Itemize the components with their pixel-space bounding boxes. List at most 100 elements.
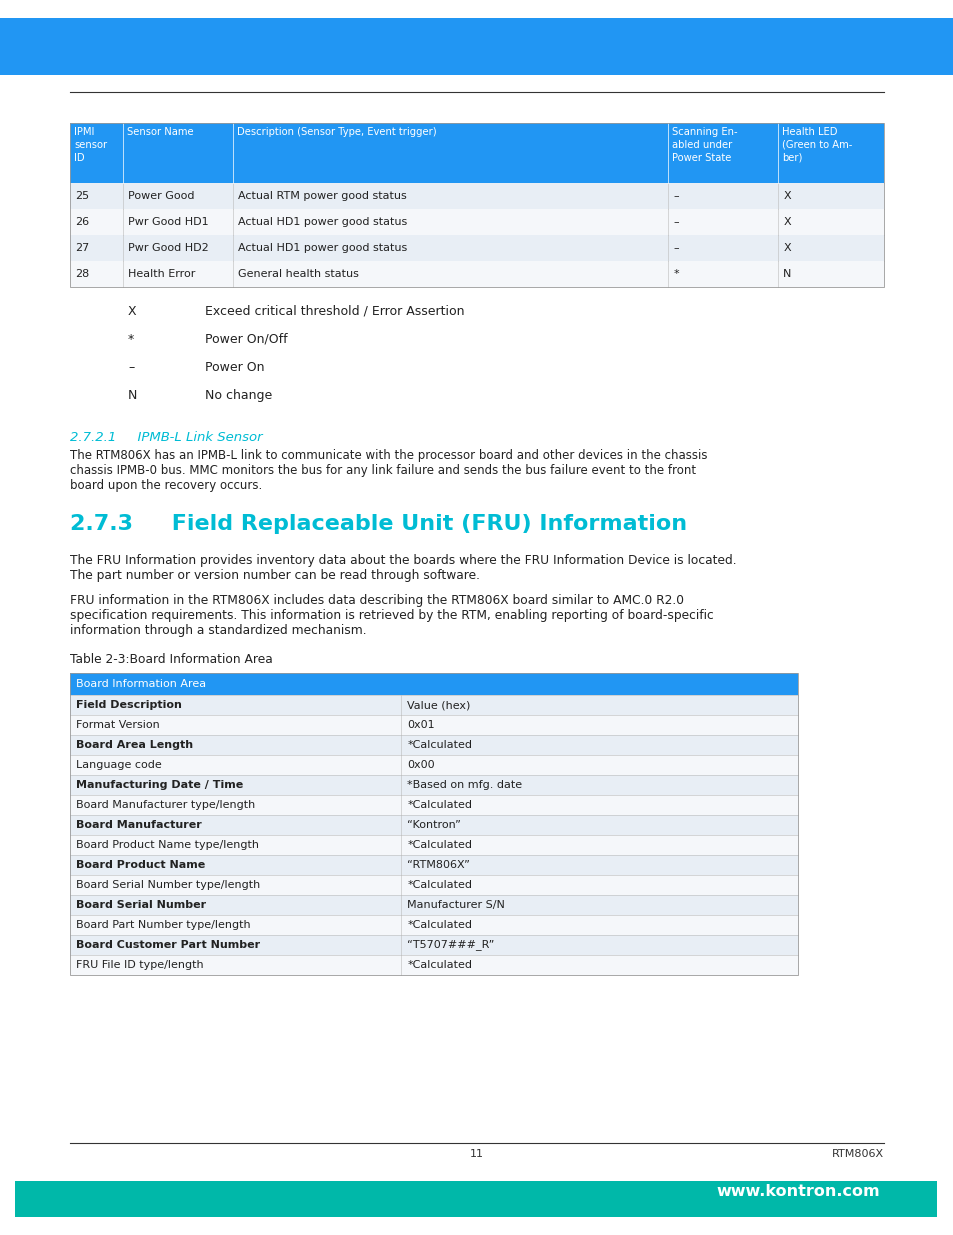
Text: Power On: Power On — [205, 361, 264, 374]
Text: www.kontron.com: www.kontron.com — [716, 1183, 879, 1198]
Bar — [70, 815, 797, 835]
Text: *: * — [128, 333, 134, 346]
Text: X: X — [782, 191, 790, 201]
Bar — [70, 209, 883, 235]
Bar — [0, 1163, 953, 1181]
Bar — [70, 735, 797, 755]
Bar — [70, 876, 797, 895]
Text: “T5707###_R”: “T5707###_R” — [407, 940, 494, 951]
Bar — [70, 776, 797, 795]
Text: –: – — [673, 243, 679, 253]
Text: FRU information in the RTM806X includes data describing the RTM806X board simila: FRU information in the RTM806X includes … — [70, 594, 683, 606]
Bar — [0, 1216, 953, 1235]
Text: X: X — [128, 305, 136, 317]
Bar — [70, 895, 797, 915]
Text: *Based on mfg. date: *Based on mfg. date — [407, 781, 522, 790]
Text: Board Manufacturer type/length: Board Manufacturer type/length — [76, 800, 255, 810]
Text: Description (Sensor Type, Event trigger): Description (Sensor Type, Event trigger) — [236, 127, 436, 137]
Text: Value (hex): Value (hex) — [407, 700, 470, 710]
Text: –: – — [673, 217, 679, 227]
Text: Format Version: Format Version — [76, 720, 159, 730]
Bar — [70, 183, 883, 209]
Text: Board Customer Part Number: Board Customer Part Number — [76, 940, 260, 950]
Text: Power Good: Power Good — [128, 191, 194, 201]
Text: specification requirements. This information is retrieved by the RTM, enabling r: specification requirements. This informa… — [70, 609, 713, 622]
Text: –: – — [673, 191, 679, 201]
Text: Health LED
(Green to Am-
ber): Health LED (Green to Am- ber) — [781, 127, 852, 163]
FancyBboxPatch shape — [15, 0, 936, 75]
Text: Actual HD1 power good status: Actual HD1 power good status — [237, 217, 407, 227]
Text: *Calculated: *Calculated — [407, 840, 472, 850]
Bar — [70, 935, 797, 955]
Text: Scanning En-
abled under
Power State: Scanning En- abled under Power State — [672, 127, 737, 163]
Text: *Calculated: *Calculated — [407, 800, 472, 810]
Text: Table 2-3:Board Information Area: Table 2-3:Board Information Area — [70, 653, 273, 666]
Bar — [70, 124, 883, 183]
Text: 27: 27 — [75, 243, 90, 253]
Text: 28: 28 — [75, 269, 90, 279]
Text: *Calculated: *Calculated — [407, 920, 472, 930]
Text: N: N — [128, 389, 137, 403]
Text: Board Area Length: Board Area Length — [76, 740, 193, 750]
Text: Health Error: Health Error — [128, 269, 195, 279]
Bar — [70, 695, 797, 715]
Text: No change: No change — [205, 389, 272, 403]
Text: 0x00: 0x00 — [407, 760, 435, 769]
Bar — [0, 0, 953, 19]
Text: Actual HD1 power good status: Actual HD1 power good status — [237, 243, 407, 253]
Text: The part number or version number can be read through software.: The part number or version number can be… — [70, 569, 479, 582]
Text: Pwr Good HD1: Pwr Good HD1 — [128, 217, 209, 227]
Text: General health status: General health status — [237, 269, 358, 279]
FancyBboxPatch shape — [15, 1163, 936, 1235]
Text: Board Product Name: Board Product Name — [76, 860, 205, 869]
Text: N: N — [782, 269, 791, 279]
Text: *: * — [673, 269, 679, 279]
Text: Board Serial Number: Board Serial Number — [76, 900, 206, 910]
Text: Board Product Name type/length: Board Product Name type/length — [76, 840, 258, 850]
Text: Exceed critical threshold / Error Assertion: Exceed critical threshold / Error Assert… — [205, 305, 464, 317]
Text: chassis IPMB-0 bus. MMC monitors the bus for any link failure and sends the bus : chassis IPMB-0 bus. MMC monitors the bus… — [70, 464, 696, 477]
Text: Manufacturer S/N: Manufacturer S/N — [407, 900, 504, 910]
Text: *Calculated: *Calculated — [407, 740, 472, 750]
Bar — [70, 955, 797, 974]
Text: IPMI
sensor
ID: IPMI sensor ID — [74, 127, 107, 163]
Bar — [70, 855, 797, 876]
Text: “Kontron”: “Kontron” — [407, 820, 460, 830]
Bar — [70, 124, 883, 287]
Text: Manufacturing Date / Time: Manufacturing Date / Time — [76, 781, 243, 790]
Text: X: X — [782, 243, 790, 253]
Text: FRU File ID type/length: FRU File ID type/length — [76, 960, 203, 969]
Text: Board Manufacturer: Board Manufacturer — [76, 820, 201, 830]
Bar — [70, 261, 883, 287]
Text: 2.7.3     Field Replaceable Unit (FRU) Information: 2.7.3 Field Replaceable Unit (FRU) Infor… — [70, 514, 686, 534]
Bar — [70, 673, 797, 695]
Text: *Calculated: *Calculated — [407, 960, 472, 969]
Text: 0x01: 0x01 — [407, 720, 435, 730]
Bar — [70, 915, 797, 935]
Bar — [70, 715, 797, 735]
Text: Board Information Area: Board Information Area — [76, 679, 206, 689]
Text: –: – — [128, 361, 134, 374]
Text: Pwr Good HD2: Pwr Good HD2 — [128, 243, 209, 253]
Bar — [70, 755, 797, 776]
Text: Language code: Language code — [76, 760, 162, 769]
Text: *Calculated: *Calculated — [407, 881, 472, 890]
Text: “RTM806X”: “RTM806X” — [407, 860, 470, 869]
Text: 26: 26 — [75, 217, 89, 227]
Text: Field Description: Field Description — [76, 700, 182, 710]
Text: 11: 11 — [470, 1149, 483, 1158]
Bar — [70, 795, 797, 815]
Text: X: X — [782, 217, 790, 227]
Text: Board Part Number type/length: Board Part Number type/length — [76, 920, 251, 930]
Text: board upon the recovery occurs.: board upon the recovery occurs. — [70, 479, 262, 492]
Bar — [70, 835, 797, 855]
Text: Actual RTM power good status: Actual RTM power good status — [237, 191, 406, 201]
Text: Sensor Name: Sensor Name — [127, 127, 193, 137]
Text: 25: 25 — [75, 191, 89, 201]
Text: RTM806X: RTM806X — [831, 1149, 883, 1158]
Text: Board Serial Number type/length: Board Serial Number type/length — [76, 881, 260, 890]
Bar — [70, 235, 883, 261]
Text: Power On/Off: Power On/Off — [205, 333, 287, 346]
Text: The RTM806X has an IPMB-L link to communicate with the processor board and other: The RTM806X has an IPMB-L link to commun… — [70, 450, 707, 462]
Text: The FRU Information provides inventory data about the boards where the FRU Infor: The FRU Information provides inventory d… — [70, 555, 736, 567]
